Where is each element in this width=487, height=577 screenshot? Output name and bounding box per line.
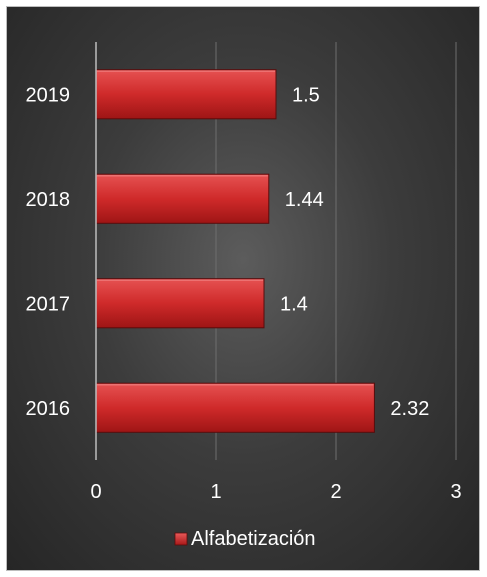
data-label: 1.5 bbox=[292, 84, 320, 106]
data-labels: 2.32 1.4 1.44 1.5 bbox=[280, 84, 429, 420]
y-tick-label: 2016 bbox=[26, 398, 71, 420]
bar-2016 bbox=[95, 382, 375, 433]
x-tick-label: 0 bbox=[90, 481, 101, 503]
bars bbox=[95, 69, 375, 433]
x-tick-label: 1 bbox=[210, 481, 221, 503]
data-label: 1.44 bbox=[285, 189, 324, 211]
bar-chart: 2.32 1.4 1.44 1.5 0 1 2 3 2016 2017 2018 2019 Alfa… bbox=[26, 42, 462, 550]
y-tick-label: 2017 bbox=[26, 293, 71, 315]
x-tick-label: 2 bbox=[330, 481, 341, 503]
bar-2018 bbox=[95, 173, 270, 224]
x-tick-label: 3 bbox=[450, 481, 461, 503]
legend-swatch bbox=[174, 532, 188, 546]
chart-frame: 2.32 1.4 1.44 1.5 0 1 2 3 2016 2017 2018 2019 Alfa… bbox=[6, 6, 480, 571]
bar-2019 bbox=[95, 69, 277, 120]
axes: 0 1 2 3 2016 2017 2018 2019 bbox=[26, 42, 462, 503]
legend-label: Alfabetización bbox=[191, 528, 316, 550]
y-tick-label: 2019 bbox=[26, 84, 71, 106]
data-label: 1.4 bbox=[280, 293, 308, 315]
y-tick-label: 2018 bbox=[26, 189, 71, 211]
bar-2017 bbox=[95, 278, 265, 329]
data-label: 2.32 bbox=[390, 398, 429, 420]
legend: Alfabetización bbox=[174, 528, 316, 550]
